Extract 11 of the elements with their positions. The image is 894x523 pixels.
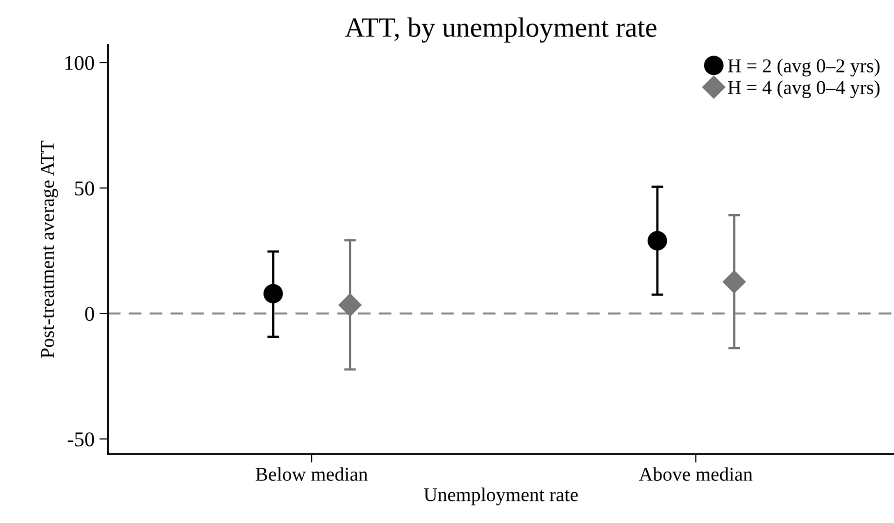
x-axis-title: Unemployment rate [424,488,578,506]
x-tick-label: Above median [638,467,752,481]
legend-label: H = 4 (avg 0–4 yrs) [728,80,880,98]
y-tick-label: 100 [65,56,94,70]
y-tick-label: 50 [75,181,94,196]
y-tick-label: 0 [85,306,94,321]
y-tick-label: -50 [68,432,94,446]
legend-label: H = 2 (avg 0–2 yrs) [728,58,880,76]
y-axis-title: Post-treatment average ATT [40,140,58,358]
chart-title: ATT, by unemployment rate [344,17,656,43]
x-tick-label: Below median [256,467,368,481]
